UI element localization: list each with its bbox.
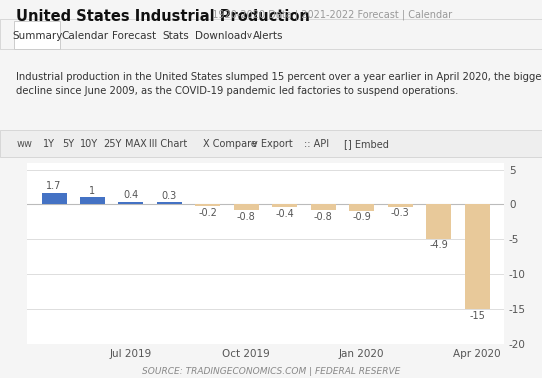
Text: -0.8: -0.8 [237, 212, 256, 222]
Text: Stats: Stats [163, 31, 190, 41]
Bar [464, 204, 489, 309]
Text: -0.4: -0.4 [275, 209, 294, 219]
Text: Alerts: Alerts [253, 31, 283, 41]
Text: Industrial production in the United States slumped 15 percent over a year earlie: Industrial production in the United Stat… [16, 72, 542, 96]
Text: 1.7: 1.7 [46, 181, 62, 191]
Text: 1920-2020 Data | 2021-2022 Forecast | Calendar: 1920-2020 Data | 2021-2022 Forecast | Ca… [206, 9, 452, 20]
Bar [311, 204, 336, 210]
Text: -0.3: -0.3 [391, 208, 410, 218]
Text: Forecast: Forecast [112, 31, 156, 41]
Text: -0.9: -0.9 [352, 212, 371, 222]
Bar [157, 202, 182, 204]
Bar [42, 192, 67, 204]
Text: [] Embed: [] Embed [344, 139, 389, 149]
Bar [388, 204, 412, 206]
Text: 5Y: 5Y [62, 139, 74, 149]
Text: X Compare: X Compare [203, 139, 257, 149]
Bar [195, 204, 221, 206]
Text: 0.3: 0.3 [162, 191, 177, 201]
Bar [349, 204, 374, 211]
Text: v Export: v Export [252, 139, 293, 149]
Text: Calendar: Calendar [62, 31, 109, 41]
Bar [80, 197, 105, 204]
Text: -4.9: -4.9 [429, 240, 448, 250]
Bar [119, 201, 144, 204]
Bar [234, 204, 259, 210]
Bar [272, 204, 298, 207]
Text: MAX: MAX [125, 139, 146, 149]
Text: lll Chart: lll Chart [149, 139, 188, 149]
Text: Download: Download [195, 31, 247, 41]
Text: 10Y: 10Y [80, 139, 98, 149]
Text: United States Industrial Production: United States Industrial Production [16, 9, 310, 25]
Text: 25Y: 25Y [103, 139, 121, 149]
Text: SOURCE: TRADINGECONOMICS.COM | FEDERAL RESERVE: SOURCE: TRADINGECONOMICS.COM | FEDERAL R… [142, 367, 400, 376]
Text: 1: 1 [89, 186, 95, 196]
Text: :: API: :: API [304, 139, 328, 149]
Text: Summary: Summary [13, 31, 63, 41]
Text: 1Y: 1Y [43, 139, 55, 149]
Text: ww: ww [16, 139, 33, 149]
Text: 0.4: 0.4 [124, 190, 139, 200]
Text: -15: -15 [469, 311, 485, 321]
Text: v: v [247, 31, 251, 40]
Text: -0.8: -0.8 [314, 212, 333, 222]
Bar [426, 204, 451, 239]
Text: -0.2: -0.2 [198, 208, 217, 218]
